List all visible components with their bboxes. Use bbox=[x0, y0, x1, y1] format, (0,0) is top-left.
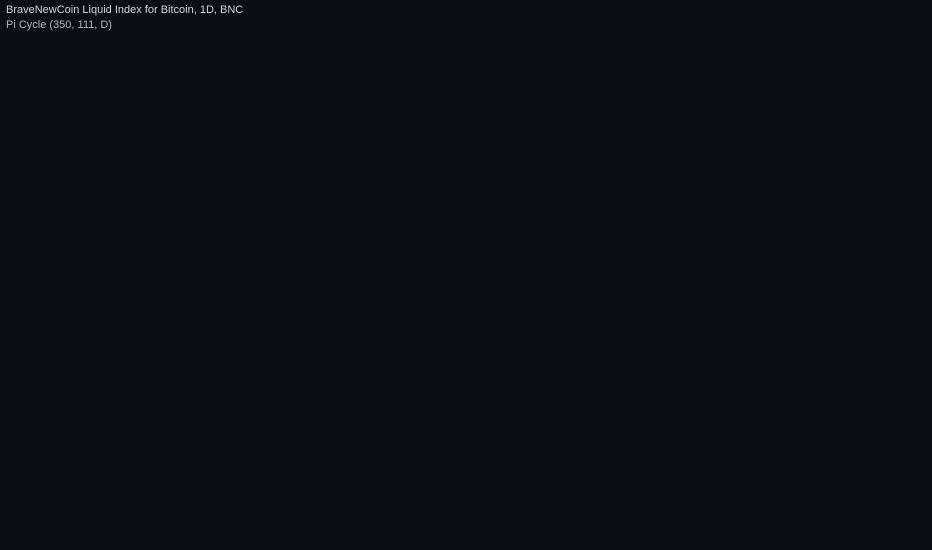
y-tick-label: 8100.00 bbox=[864, 320, 904, 332]
indicator-title: Pi Cycle (350, 111, D) bbox=[6, 19, 112, 31]
y-tick-label: 13500.00 bbox=[864, 270, 910, 282]
y-tick-label: 3200.00 bbox=[864, 413, 904, 425]
annotation-box bbox=[797, 93, 854, 110]
y-tick-label: 10500.00 bbox=[864, 295, 910, 307]
x-tick-label: 2020 bbox=[541, 534, 565, 546]
series-line bbox=[7, 155, 826, 483]
y-tick-label: 210000.00 bbox=[864, 0, 916, 9]
y-tick-label: 2500.00 bbox=[864, 437, 904, 449]
x-tick-label: Apr bbox=[817, 534, 834, 546]
y-tick-label: 22000.00 bbox=[864, 221, 910, 233]
x-tick-label: Oct bbox=[272, 534, 289, 546]
y-tick-label: 5000.00 bbox=[864, 368, 904, 380]
x-tick-label: Oct bbox=[490, 534, 507, 546]
y-tick-label: 75000.00 bbox=[864, 99, 910, 111]
x-tick-label: 2019 bbox=[323, 534, 347, 546]
x-tick-label: Jul bbox=[437, 534, 451, 546]
y-tick-label: 6500.00 bbox=[864, 342, 904, 354]
x-tick-label: Apr bbox=[163, 534, 180, 546]
y-tick-label: 46500.00 bbox=[864, 147, 910, 159]
y-tick-label: 2000.00 bbox=[864, 459, 904, 471]
annotation-text: Pi Cycle top bbox=[799, 97, 853, 108]
last-price-label: 57587.81 bbox=[863, 125, 909, 137]
series-line bbox=[7, 149, 826, 472]
y-tick-label: 95000.00 bbox=[864, 76, 910, 88]
chart-title: BraveNewCoin Liquid Index for Bitcoin, 1… bbox=[6, 4, 244, 16]
x-tick-label: Jul bbox=[219, 534, 233, 546]
x-tick-label: Apr bbox=[381, 534, 398, 546]
x-tick-label: Apr bbox=[599, 534, 616, 546]
y-tick-label: 160000.00 bbox=[864, 24, 916, 36]
x-tick-label: Oct bbox=[54, 534, 71, 546]
signal-bar bbox=[828, 0, 831, 156]
annotation-box bbox=[797, 93, 854, 116]
y-tick-label: 17500.00 bbox=[864, 244, 910, 256]
x-tick-label: 2021 bbox=[758, 534, 782, 546]
x-tick-label: Oct bbox=[708, 534, 725, 546]
y-tick-label: 4000.00 bbox=[864, 391, 904, 403]
y-tick-label: 120000.00 bbox=[864, 52, 916, 64]
y-tick-label: 1275.00 bbox=[864, 504, 904, 516]
x-tick-label: Jul bbox=[655, 534, 669, 546]
y-tick-label: 36500.00 bbox=[864, 171, 910, 183]
x-tick-label: Jul bbox=[1, 534, 15, 546]
y-tick-label: 1600.00 bbox=[864, 482, 904, 494]
series-line bbox=[7, 129, 826, 454]
x-tick-label: 2018 bbox=[105, 534, 129, 546]
signal-bar bbox=[832, 0, 834, 156]
last-price-box bbox=[860, 123, 912, 140]
y-tick-label: 28500.00 bbox=[864, 195, 910, 207]
